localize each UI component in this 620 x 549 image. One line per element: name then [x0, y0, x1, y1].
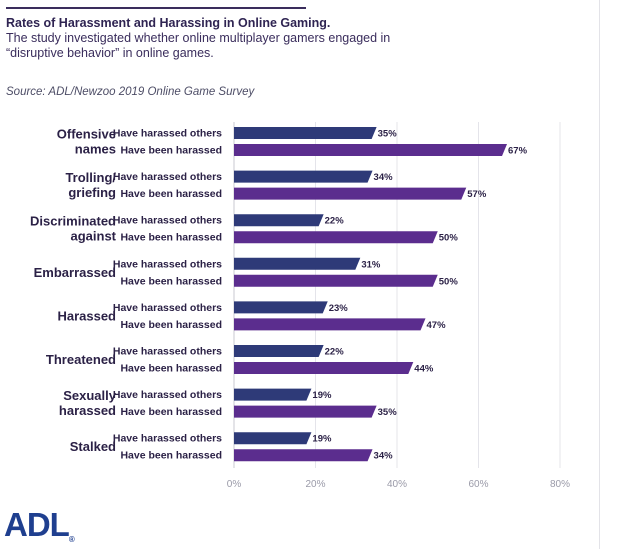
- bar: [234, 345, 324, 357]
- data-label: 19%: [312, 434, 332, 445]
- data-label: 35%: [378, 129, 398, 140]
- category-label-line: names: [75, 142, 116, 157]
- category-label: Embarrassed: [34, 265, 116, 280]
- data-label: 23%: [329, 303, 349, 314]
- category-label-line: Discriminated: [30, 214, 116, 229]
- category-label-line: against: [70, 229, 116, 244]
- bar: [234, 144, 508, 156]
- series-label: Have been harassed: [120, 319, 222, 331]
- category-label-line: Offensive: [57, 127, 116, 142]
- category-label: Trolling/griefing: [65, 170, 116, 200]
- data-label: 67%: [508, 146, 528, 157]
- series-label: Have harassed others: [113, 171, 222, 183]
- series-label: Have harassed others: [113, 433, 222, 445]
- data-label: 50%: [439, 276, 459, 287]
- x-tick-label-60: 60%: [468, 479, 488, 490]
- bar: [234, 388, 312, 401]
- category-label: Discriminated against: [30, 214, 117, 244]
- series-label: Have harassed others: [113, 389, 222, 401]
- data-label: 31%: [361, 259, 381, 270]
- series-label: Have been harassed: [120, 145, 222, 157]
- data-label: 44%: [414, 364, 434, 375]
- chart-title: Rates of Harassment and Harassing in Onl…: [6, 16, 331, 30]
- bar: [234, 318, 426, 331]
- bar: [234, 449, 373, 462]
- category-label-line: Stalked: [70, 439, 116, 454]
- category-label: Offensive names: [57, 127, 116, 157]
- adl-logo-text: ADL: [4, 506, 70, 543]
- x-tick-label-40: 40%: [387, 479, 407, 490]
- bar: [234, 405, 377, 418]
- frame-border: [599, 0, 600, 549]
- bar: [234, 274, 438, 287]
- registered-mark: ®: [68, 535, 75, 544]
- series-label: Have been harassed: [120, 450, 222, 462]
- data-label: 47%: [427, 320, 447, 331]
- data-label: 50%: [439, 233, 459, 244]
- series-label: Have harassed others: [113, 346, 222, 358]
- series-label: Have harassed others: [113, 302, 222, 314]
- data-label: 22%: [325, 216, 345, 227]
- category-label-line: harassed: [59, 403, 116, 418]
- category-label: Harassed: [57, 308, 116, 323]
- category-label-line: Harassed: [57, 308, 116, 323]
- series-label: Have been harassed: [120, 363, 222, 375]
- bar: [234, 231, 438, 244]
- series-label: Have been harassed: [120, 188, 222, 200]
- chart-source: Source: ADL/Newzoo 2019 Online Game Surv…: [6, 86, 255, 98]
- x-tick-label-20: 20%: [305, 479, 325, 490]
- category-label: Stalked: [70, 439, 116, 454]
- data-label: 57%: [467, 189, 487, 200]
- x-tick-label-0: 0%: [227, 479, 242, 490]
- series-label: Have harassed others: [113, 128, 222, 140]
- category-label: Threatened: [46, 352, 116, 367]
- data-label: 34%: [374, 451, 394, 462]
- bar: [234, 170, 373, 183]
- bar: [234, 127, 377, 139]
- bar: [234, 214, 324, 227]
- category-label-line: Threatened: [46, 352, 116, 367]
- adl-logo: ADL®: [4, 506, 75, 544]
- data-label: 34%: [374, 172, 394, 183]
- series-label: Have harassed others: [113, 258, 222, 270]
- title-rule: [6, 7, 306, 9]
- x-tick-label-80: 80%: [550, 479, 570, 490]
- bar: [234, 187, 467, 200]
- category-label-line: Trolling/: [65, 170, 116, 185]
- series-label: Have been harassed: [120, 275, 222, 287]
- bar: [234, 432, 312, 445]
- category-label-line: griefing: [68, 185, 116, 200]
- bar: [234, 362, 414, 374]
- bar: [234, 257, 361, 270]
- series-label: Have been harassed: [120, 406, 222, 418]
- data-label: 22%: [325, 347, 345, 358]
- category-label-line: Sexually: [63, 388, 117, 403]
- data-label: 35%: [378, 407, 398, 418]
- series-label: Have been harassed: [120, 232, 222, 244]
- category-label-line: Embarrassed: [34, 265, 116, 280]
- data-label: 19%: [312, 390, 332, 401]
- bar: [234, 301, 328, 314]
- series-label: Have harassed others: [113, 215, 222, 227]
- category-label: Sexually harassed: [59, 388, 117, 418]
- chart-subtitle: The study investigated whether online mu…: [6, 31, 391, 60]
